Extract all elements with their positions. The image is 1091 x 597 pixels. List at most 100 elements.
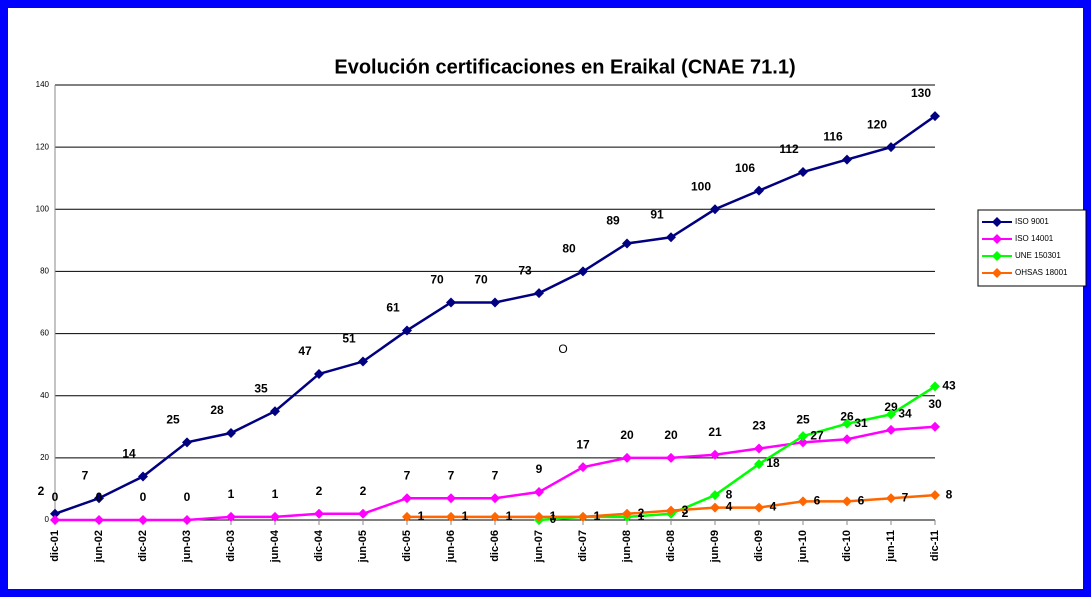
data-label: 30 (928, 397, 942, 411)
legend-marker (992, 251, 1002, 261)
y-tick-label: 20 (40, 453, 49, 462)
data-label: 17 (576, 437, 590, 451)
point (578, 511, 588, 522)
x-tick-label: jun-09 (709, 530, 721, 563)
point (886, 493, 896, 504)
point (226, 511, 236, 522)
point (754, 502, 764, 513)
point (138, 515, 148, 525)
point (270, 511, 280, 522)
data-label: 34 (898, 407, 912, 421)
point (182, 437, 192, 448)
data-label: 89 (606, 214, 620, 228)
point (490, 493, 500, 504)
point (930, 421, 940, 432)
legend-label: OHSAS 18001 (1015, 268, 1068, 277)
x-tick-label: dic-01 (49, 530, 61, 562)
point (622, 452, 632, 463)
point (50, 515, 60, 525)
x-tick-label: dic-11 (929, 530, 941, 561)
x-tick-label: jun-04 (269, 529, 281, 563)
data-label: 6 (858, 494, 865, 508)
x-tick-label: jun-03 (181, 530, 193, 563)
data-label: 21 (708, 425, 722, 439)
data-label: 3 (682, 503, 689, 517)
point (402, 511, 412, 522)
data-label: 1 (594, 509, 601, 523)
y-tick-label: 140 (36, 80, 50, 89)
data-label: 0 (96, 490, 103, 504)
point (622, 238, 632, 249)
data-label: 51 (342, 332, 356, 346)
x-tick-label: jun-08 (621, 530, 633, 563)
data-label: 29 (884, 400, 898, 414)
data-label: 2 (38, 484, 45, 498)
point (798, 437, 808, 448)
point (490, 511, 500, 522)
data-label: 91 (650, 207, 664, 221)
point (138, 471, 148, 482)
point (270, 406, 280, 417)
point (842, 418, 852, 429)
data-label: 28 (210, 403, 224, 417)
point (534, 487, 544, 498)
x-tick-label: jun-05 (357, 530, 369, 563)
point (710, 490, 720, 501)
legend-label: ISO 14001 (1015, 234, 1054, 243)
point (798, 496, 808, 507)
data-label: 27 (810, 428, 824, 442)
x-tick-label: dic-04 (313, 529, 325, 562)
data-label: 43 (942, 379, 956, 393)
legend-label: UNE 150301 (1015, 251, 1061, 260)
data-label: 4 (770, 500, 777, 514)
data-label: 2 (682, 506, 689, 520)
point (886, 142, 896, 153)
data-label: 70 (474, 273, 488, 287)
point (314, 508, 324, 519)
data-label: 0 (140, 490, 147, 504)
data-label: 61 (386, 301, 400, 315)
point (534, 511, 544, 522)
data-label: 14 (122, 447, 136, 461)
data-label: 80 (562, 242, 576, 256)
point (402, 493, 412, 504)
x-tick-label: jun-06 (445, 530, 457, 563)
data-label: 106 (735, 161, 755, 175)
data-label: 0 (184, 490, 191, 504)
point (754, 443, 764, 454)
point (710, 502, 720, 513)
point (930, 381, 940, 392)
point (578, 462, 588, 473)
x-tick-label: dic-09 (753, 530, 765, 562)
legend-label: ISO 9001 (1015, 217, 1049, 226)
point (930, 111, 940, 122)
data-label: 6 (814, 494, 821, 508)
data-label: 70 (430, 273, 444, 287)
data-label: 35 (254, 381, 268, 395)
data-label: 112 (779, 142, 799, 156)
point (710, 449, 720, 460)
point (798, 431, 808, 442)
point (534, 288, 544, 299)
data-label: 9 (536, 462, 543, 476)
data-label: 100 (691, 179, 711, 193)
point (50, 508, 60, 519)
point (94, 493, 104, 504)
x-tick-label: jun-07 (533, 530, 545, 563)
data-label: 1 (462, 509, 469, 523)
point (754, 185, 764, 196)
data-label: 25 (166, 412, 180, 426)
point (666, 232, 676, 243)
annotation: O (558, 342, 567, 356)
data-label: 23 (752, 419, 766, 433)
point (842, 496, 852, 507)
data-label: 8 (726, 487, 733, 501)
legend-marker (992, 268, 1002, 278)
y-tick-label: 80 (40, 267, 49, 276)
data-label: 25 (796, 412, 810, 426)
data-label: 1 (272, 487, 279, 501)
point (842, 434, 852, 445)
point (358, 508, 368, 519)
x-tick-label: dic-03 (225, 530, 237, 562)
data-label: 2 (360, 484, 367, 498)
